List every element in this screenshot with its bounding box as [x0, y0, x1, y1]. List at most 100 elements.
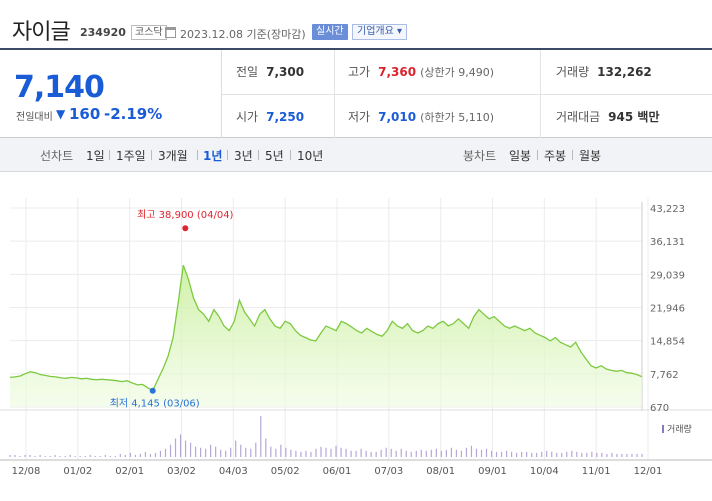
volume-bar — [215, 446, 217, 457]
period-3y[interactable]: 3년 — [234, 149, 253, 163]
volume-bar — [315, 448, 317, 457]
volume-bar — [305, 450, 307, 457]
volume-bar — [586, 452, 588, 457]
volume-bar — [320, 446, 322, 457]
volume-label: 거래량 — [556, 65, 590, 79]
volume-bar — [290, 449, 292, 457]
period-3m[interactable]: 3개월 — [158, 149, 188, 163]
volume-bar — [455, 449, 458, 457]
volume-bar — [430, 449, 432, 457]
volume-bar — [260, 416, 262, 457]
lower-limit: (하한가 5,110) — [420, 111, 494, 124]
volume-bar — [566, 451, 568, 457]
volume-bar — [370, 451, 372, 457]
down-triangle-icon: ▼ — [56, 107, 66, 121]
volume-bar — [380, 449, 382, 457]
volume-bar — [345, 448, 347, 457]
volume-bar — [255, 442, 257, 457]
volume-bar — [89, 454, 91, 457]
x-tick-label: 02/01 — [115, 466, 144, 477]
volume-bar — [24, 454, 26, 457]
change-label: 전일대비 — [16, 112, 53, 123]
candle-chart-label: 봉차트 — [463, 149, 497, 163]
volume-bar — [400, 448, 402, 457]
volume-bar — [14, 454, 16, 457]
volume-bar — [470, 445, 473, 457]
company-overview-dropdown[interactable]: 기업개요 ▾ — [352, 24, 407, 40]
volume-bar — [99, 455, 101, 457]
period-1w[interactable]: 1주일 — [116, 149, 146, 163]
period-1d[interactable]: 1일 — [86, 149, 105, 163]
volume-bar — [9, 454, 11, 457]
price-chart[interactable]: 거래량 43,223 36,131 29,039 21,946 14,854 7,762 6… — [0, 172, 712, 501]
volume-bar — [325, 447, 327, 457]
x-tick-label: 05/02 — [271, 466, 300, 477]
volume-bar — [230, 447, 232, 457]
open-cell: 시가 7,250 — [236, 95, 304, 139]
volume-bar — [94, 455, 96, 457]
quote-row-2: 시가 7,250 저가 7,010 (하한가 5,110) 거래대금 945 백만 — [222, 94, 712, 138]
chart-period-bar: 선차트 1일 1주일 3개월 1년 3년 5년 10년 봉차트 일봉 주봉 월봉 — [0, 138, 712, 172]
volume-value: 132,262 — [597, 65, 652, 79]
volume-bar — [490, 450, 493, 457]
volume-bar — [601, 452, 603, 457]
volume-bar — [310, 451, 312, 457]
volume-bar — [385, 447, 387, 457]
y-tick-label: 7,762 — [650, 370, 679, 381]
candle-weekly[interactable]: 주봉 — [544, 149, 567, 163]
volume-bar — [280, 444, 282, 457]
y-tick-label: 670 — [650, 403, 669, 414]
price-summary: 7,140 전일대비 ▼ 160 -2.19% 전일 7,300 고가 7,360(… — [0, 48, 712, 138]
volume-bar — [270, 446, 272, 457]
volume-bar — [505, 450, 508, 457]
volume-bar — [104, 454, 106, 457]
min-point-marker — [149, 387, 156, 394]
quote-info-grid: 전일 7,300 고가 7,360 (상한가 9,490) 거래량 132,262 시가… — [222, 50, 712, 138]
x-tick-label: 12/08 — [12, 466, 41, 477]
volume-bar — [551, 451, 553, 457]
current-price: 7,140 — [14, 70, 105, 105]
volume-bar — [124, 454, 126, 457]
period-10y[interactable]: 10년 — [297, 149, 324, 163]
prev-close-value: 7,300 — [266, 65, 305, 79]
candle-daily[interactable]: 일봉 — [509, 149, 532, 163]
volume-bar — [616, 453, 618, 457]
volume-bar — [626, 453, 628, 457]
low-cell: 저가 7,010 (하한가 5,110) — [348, 95, 494, 139]
volume-bar — [189, 442, 192, 457]
volume-bar — [235, 440, 237, 457]
volume-bar — [159, 450, 162, 457]
volume-bar — [74, 455, 76, 457]
volume-bar — [485, 448, 488, 457]
volume-bar — [250, 448, 252, 457]
volume-bar — [169, 444, 172, 457]
reference-date: 2023.12.08 기준(장마감) — [180, 28, 306, 41]
volume-bar — [541, 451, 543, 457]
realtime-button[interactable]: 실시간 — [312, 24, 348, 40]
volume-bar — [465, 447, 468, 457]
period-5y[interactable]: 5년 — [265, 149, 284, 163]
volume-bar — [531, 452, 533, 457]
candle-monthly[interactable]: 월봉 — [579, 149, 602, 163]
volume-bar — [410, 451, 412, 457]
volume-bar — [576, 451, 578, 457]
volume-bar — [440, 450, 442, 457]
period-1y[interactable]: 1년 — [203, 149, 223, 163]
volume-bar — [174, 438, 177, 457]
volume-bar — [475, 448, 478, 457]
volume-bar — [516, 452, 518, 457]
volume-bar — [606, 453, 608, 457]
max-annotation: 최고 38,900 (04/04) — [137, 209, 233, 221]
volume-bar — [536, 452, 538, 457]
volume-bar — [445, 449, 447, 457]
volume-bar — [435, 448, 437, 457]
open-value: 7,250 — [266, 110, 305, 124]
volume-bar — [285, 447, 287, 457]
volume-bar — [561, 452, 563, 457]
volume-cell: 거래량 132,262 — [556, 50, 652, 94]
change-rate: -2.19% — [104, 105, 163, 123]
x-tick-label: 01/02 — [63, 466, 92, 477]
x-tick-label: 07/03 — [374, 466, 403, 477]
x-tick-label: 09/01 — [478, 466, 507, 477]
volume-bar — [365, 450, 367, 457]
